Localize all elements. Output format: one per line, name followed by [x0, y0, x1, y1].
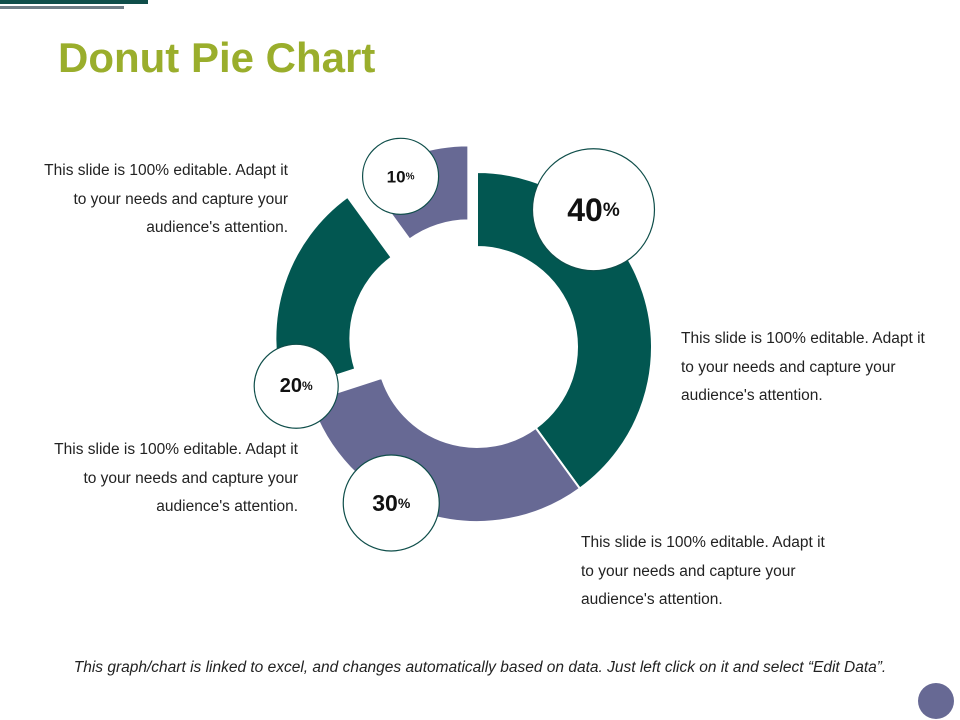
bubble-circle: [342, 454, 440, 552]
value-bubble-40: 40%: [531, 148, 656, 272]
footer-note: This graph/chart is linked to excel, and…: [73, 659, 887, 676]
top-accent-bar-thin: [0, 6, 124, 9]
corner-dot: [918, 683, 954, 719]
data-label-10: 10%: [387, 167, 415, 186]
donut-slice-20: [274, 195, 393, 394]
bubble-circle: [361, 137, 440, 215]
bubble-circle: [531, 148, 656, 272]
data-label-20: 20%: [280, 375, 313, 397]
data-label-30: 30%: [372, 490, 411, 516]
note-bottom-right: This slide is 100% editable. Adapt it to…: [581, 534, 825, 608]
top-accent-bar: [0, 0, 148, 4]
slide-title: Donut Pie Chart: [58, 34, 376, 81]
value-bubble-10: 10%: [361, 137, 440, 215]
data-label-40: 40%: [567, 192, 620, 228]
value-bubble-20: 20%: [253, 343, 339, 429]
value-bubble-30: 30%: [342, 454, 440, 552]
note-right: This slide is 100% editable. Adapt it to…: [681, 330, 925, 404]
note-top-left: This slide is 100% editable. Adapt it to…: [44, 162, 288, 236]
note-bottom-left: This slide is 100% editable. Adapt it to…: [54, 441, 298, 515]
value-bubbles: 40% 30% 20% 10%: [253, 137, 656, 552]
bubble-circle: [253, 343, 339, 429]
